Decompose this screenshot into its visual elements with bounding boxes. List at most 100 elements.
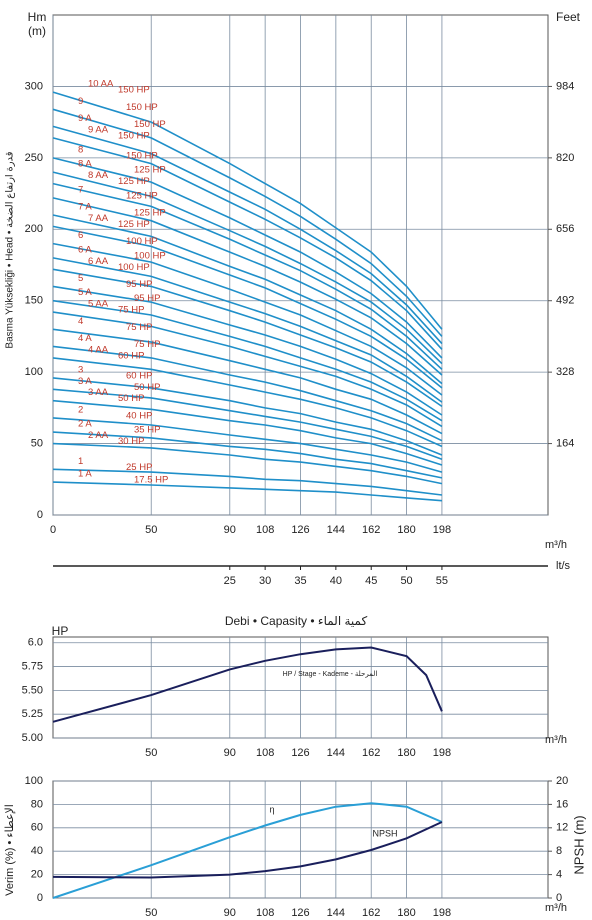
hp-label: 50 HP [118,393,144,404]
head-curve [52,197,443,376]
x-tick-label: 126 [291,907,309,919]
curve-label: 2 A [78,419,92,430]
head-curve [52,311,443,428]
x2-unit: lt/s [556,560,571,572]
hp-label: 75 HP [134,339,160,350]
head-curve [52,182,443,370]
head-curve [52,481,442,502]
hp-label: 150 HP [134,119,166,130]
hp-label: 150 HP [118,85,150,96]
series-label: η [269,804,274,814]
head-curve [52,377,443,456]
hp-label: 125 HP [126,190,158,201]
hp-label: 75 HP [118,305,144,316]
hp-label: 150 HP [118,130,150,141]
curve-label: 5 [78,273,83,284]
y-tick-label: 100 [25,775,43,787]
y-tick-label: 100 [25,366,43,378]
curve-label: 4 AA [88,344,109,355]
hp-label: 40 HP [126,410,152,421]
head-curve [52,91,443,330]
hp-label: 75 HP [126,322,152,333]
x-tick-label: 108 [256,524,274,536]
y2-tick-label: 0 [556,892,562,904]
series-line [52,802,443,899]
y-unit: HP [52,624,69,638]
curve-label: 7 A [78,202,92,213]
head-curve [52,137,443,350]
x-tick-label: 108 [256,907,274,919]
hp-label: 95 HP [126,279,152,290]
x-axis-title: Debi • Capasity • كمية الماء [225,614,368,628]
head-curve [52,285,443,416]
hp-label: 50 HP [134,382,160,393]
y2-tick-label: 20 [556,775,568,787]
y-tick-label: 5.00 [22,732,43,744]
y2-unit: Feet [556,10,581,24]
curve-label: 5 A [78,287,92,298]
curve-label: 2 AA [88,430,109,441]
curve-label: 1 [78,456,83,467]
y-tick-label: 6.0 [28,637,43,649]
curve-label: 2 [78,404,83,415]
x-tick-label: 144 [327,524,345,536]
curve-label: 4 [78,316,83,327]
x-tick-label: 180 [397,747,415,759]
head-curve [52,468,442,496]
x-tick-label: 162 [362,907,380,919]
x-tick-label: 50 [145,747,157,759]
hp-label: 60 HP [126,370,152,381]
y2-tick-label: 12 [556,822,568,834]
head-curve [52,242,443,396]
head-curve [52,431,443,479]
annotation: HP / Stage - Kademe - المرحلة [283,671,378,678]
curve-label: 7 AA [88,213,109,224]
x-unit: m³/h [545,734,567,746]
head-curve [52,442,443,485]
y2-tick-label: 4 [556,869,562,881]
x-unit: m³/h [545,539,567,551]
head-curve [52,171,443,365]
x-tick-label: 90 [224,747,236,759]
curve-label: 8 A [78,159,92,170]
x2-tick-label: 40 [330,575,342,587]
curve-label: 6 [78,230,83,241]
hp-label: 95 HP [134,293,160,304]
curve-label: 10 AA [88,79,114,90]
y-tick-label: 5.75 [22,660,43,672]
x-unit: m³/h [545,902,567,914]
x2-tick-label: 45 [365,575,377,587]
y-unit-sub: (m) [28,24,46,38]
x-tick-label: 90 [224,524,236,536]
x-tick-label: 162 [362,524,380,536]
y-axis-label: Verim (%) • الإعطاء [4,804,16,896]
x-tick-label: 180 [397,907,415,919]
y-tick-label: 80 [31,798,43,810]
curve-label: 9 [78,96,83,107]
x-tick-label: 180 [397,524,415,536]
y2-tick-label: 984 [556,80,574,92]
head-curve [52,345,443,442]
head-curve [52,157,443,359]
y-tick-label: 60 [31,822,43,834]
x-tick-label: 0 [50,524,56,536]
x2-tick-label: 30 [259,575,271,587]
y-tick-label: 300 [25,80,43,92]
curve-label: 1 A [78,469,92,480]
curve-label: 3 A [78,376,92,387]
x2-tick-label: 50 [400,575,412,587]
hp-label: 100 HP [134,250,166,261]
y-tick-label: 20 [31,869,43,881]
y2-tick-label: 164 [556,437,574,449]
y-tick-label: 0 [37,509,43,521]
hp-label: 150 HP [126,102,158,113]
curve-label: 7 [78,184,83,195]
hp-label: 125 HP [134,208,166,219]
y2-tick-label: 8 [556,845,562,857]
hp-label: 125 HP [118,219,150,230]
curve-label: 5 AA [88,299,109,310]
hp-label: 150 HP [126,150,158,161]
y-tick-label: 5.25 [22,708,43,720]
hp-label: 17.5 HP [134,475,168,486]
